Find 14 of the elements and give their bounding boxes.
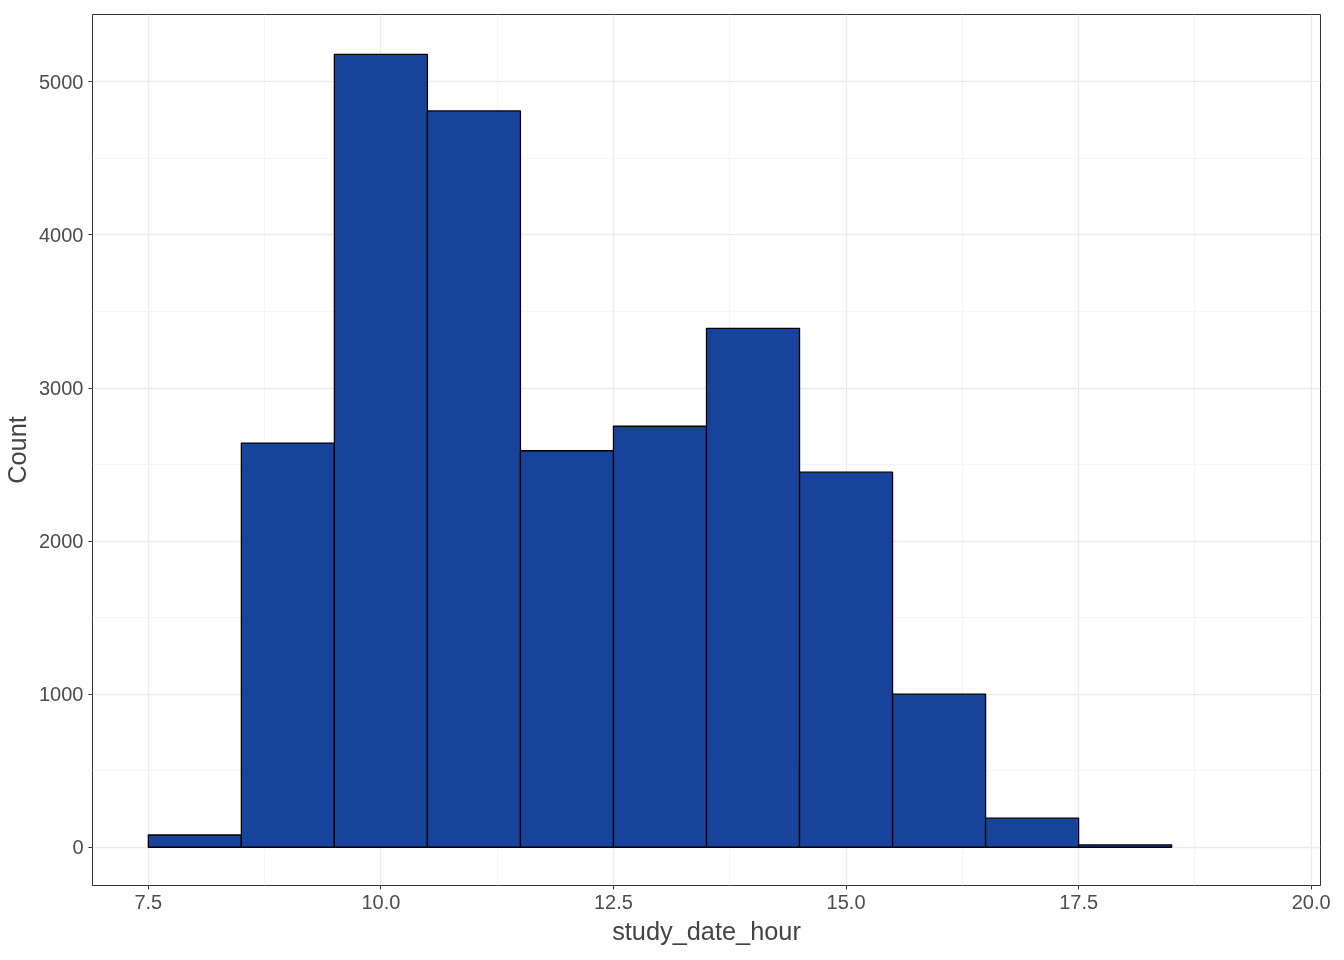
x-tick-label: 20.0 — [1291, 890, 1331, 913]
x-tick-label: 7.5 — [134, 890, 163, 913]
y-tick-label: 5000 — [39, 70, 84, 93]
y-tick-label: 4000 — [39, 223, 84, 246]
x-tick-label: 15.0 — [826, 890, 866, 913]
x-tick-label: 10.0 — [361, 890, 401, 913]
y-tick-label: 1000 — [39, 683, 84, 706]
x-tick-label: 17.5 — [1059, 890, 1099, 913]
y-tick-label: 2000 — [39, 530, 84, 553]
y-tick-label: 0 — [72, 836, 84, 859]
y-tick-label: 3000 — [39, 377, 84, 399]
x-axis-title: study_date_hour — [612, 916, 802, 945]
y-axis-title: Count — [3, 416, 32, 484]
x-tick-label: 12.5 — [594, 890, 633, 913]
